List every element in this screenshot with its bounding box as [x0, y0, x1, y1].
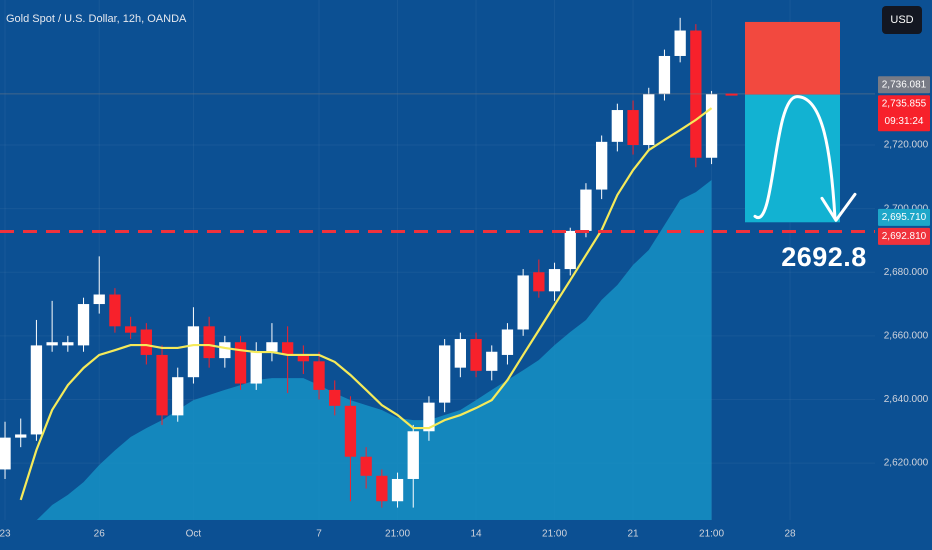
- candle-body: [470, 339, 482, 371]
- stop-zone: [745, 21, 840, 95]
- x-tick-label: 21:00: [385, 529, 410, 540]
- x-tick-label: 14: [470, 529, 482, 540]
- price-label-box: [878, 76, 930, 94]
- price-label: 2,736.081: [882, 79, 927, 90]
- projection-curve: [753, 95, 837, 220]
- candle-body: [93, 294, 105, 305]
- candle-body: [250, 351, 262, 384]
- chart-title: Gold Spot / U.S. Dollar, 12h, OANDA: [6, 13, 187, 25]
- candle-body: [407, 431, 419, 479]
- candle-body: [533, 272, 545, 292]
- price-label-box: [878, 95, 930, 132]
- candle-body: [658, 55, 671, 95]
- x-tick-label: 26: [94, 529, 106, 540]
- candle-body: [423, 402, 435, 432]
- candle-body: [15, 434, 27, 438]
- y-tick-label: 2,620.000: [884, 458, 929, 469]
- candle-body: [517, 275, 529, 330]
- candle-body: [187, 326, 200, 378]
- annotation: 2692.8: [781, 242, 867, 272]
- moving-average: [19, 107, 713, 501]
- candle-body: [595, 141, 608, 190]
- candle-body: [454, 339, 466, 368]
- price-label: 2,692.810: [882, 231, 927, 242]
- candle-body: [627, 110, 639, 146]
- candle-body: [564, 230, 576, 270]
- candle-body: [156, 354, 168, 416]
- candle-body: [360, 456, 372, 476]
- x-tick-label: 21: [627, 529, 639, 540]
- candle-body: [297, 354, 309, 362]
- y-tick-label: 2,720.000: [884, 140, 929, 151]
- candle-body: [344, 405, 357, 457]
- candle-body: [172, 377, 184, 416]
- candle-body: [219, 342, 231, 359]
- candle-body: [313, 361, 325, 390]
- candle-body: [62, 342, 74, 346]
- projection-arrow: [820, 192, 857, 222]
- candle-body: [501, 329, 514, 355]
- candle-body: [0, 437, 11, 470]
- y-tick-label: 2,700.000: [884, 203, 929, 214]
- x-tick-label: 28: [784, 529, 796, 540]
- x-tick-label: 7: [316, 529, 322, 540]
- candle-body: [611, 110, 624, 142]
- candle-body: [705, 94, 718, 158]
- candle-body: [140, 329, 152, 355]
- candle-body: [486, 351, 498, 371]
- candle-body: [30, 345, 43, 435]
- candle-body: [438, 345, 451, 403]
- y-tick-label: 2,660.000: [884, 330, 929, 341]
- candle-body: [203, 326, 215, 359]
- candle-body: [281, 342, 294, 355]
- candle-body: [580, 189, 592, 231]
- candle-body: [376, 475, 388, 502]
- candle-body: [674, 30, 686, 56]
- x-tick-label: 23: [0, 529, 11, 540]
- price-label-box: [878, 208, 930, 226]
- candle-body: [77, 304, 90, 346]
- candle-body: [548, 269, 561, 292]
- candle-body: [643, 94, 655, 146]
- candle-body: [109, 294, 121, 327]
- candle-body: [46, 342, 58, 346]
- candle-body: [124, 326, 137, 333]
- y-tick-label: 2,680.000: [884, 267, 929, 278]
- x-tick-label: Oct: [186, 529, 202, 540]
- currency-button[interactable]: USD: [882, 6, 922, 34]
- countdown: 09:31:24: [885, 116, 924, 127]
- candle-body: [391, 478, 404, 502]
- candle-body: [266, 342, 278, 352]
- price-label: 2,695.710: [882, 212, 927, 223]
- candle-body: [234, 342, 247, 384]
- currency-button-bg: [882, 6, 922, 34]
- x-tick-label: 21:00: [699, 529, 724, 540]
- x-tick-label: 21:00: [542, 529, 567, 540]
- candle-body: [329, 389, 341, 406]
- area: [36, 180, 712, 521]
- price-label-box: [878, 227, 930, 245]
- price-label: 2,735.855: [882, 98, 927, 109]
- currency-button-label: USD: [890, 14, 913, 26]
- y-tick-label: 2,640.000: [884, 394, 929, 405]
